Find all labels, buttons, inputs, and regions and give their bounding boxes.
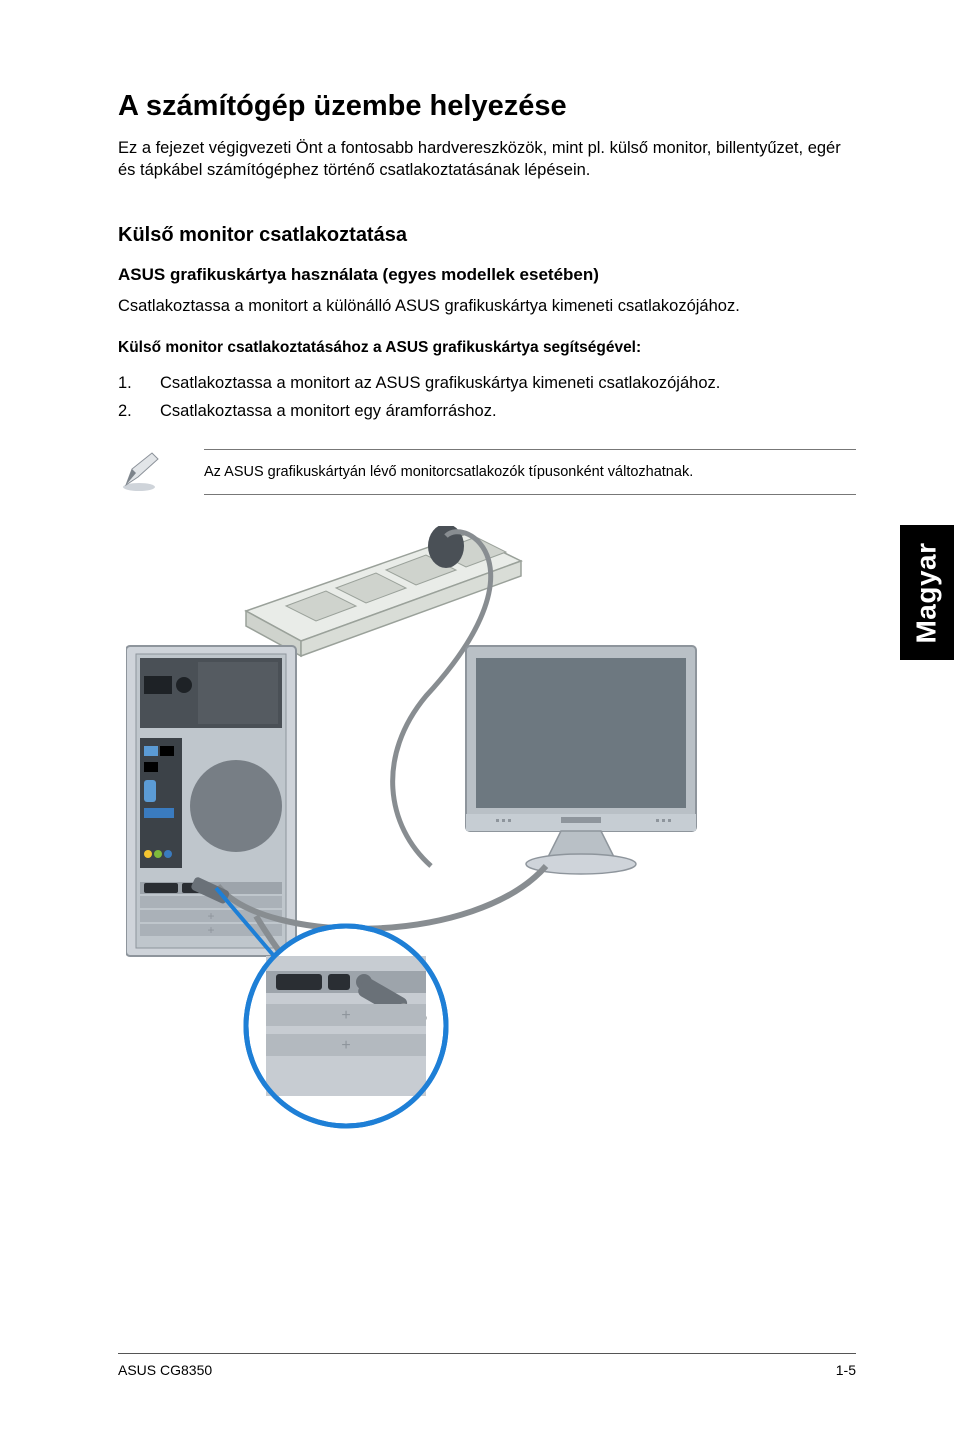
step-text: Csatlakoztassa a monitort az ASUS grafik…: [160, 369, 720, 397]
footer-model: ASUS CG8350: [118, 1362, 212, 1378]
page-heading: A számítógép üzembe helyezése: [118, 90, 856, 123]
section-heading: Külső monitor csatlakoztatása: [118, 224, 856, 247]
svg-text:+: +: [341, 1037, 350, 1054]
body-paragraph: Csatlakoztassa a monitort a különálló AS…: [118, 295, 856, 317]
note-block: Az ASUS grafikuskártyán lévő monitorcsat…: [118, 447, 856, 498]
language-tab-label: Magyar: [911, 542, 943, 643]
step-number: 2.: [118, 397, 160, 425]
step-number: 1.: [118, 369, 160, 397]
step-list: 1. Csatlakoztassa a monitort az ASUS gra…: [118, 369, 856, 425]
page-footer: ASUS CG8350 1-5: [118, 1353, 856, 1378]
step-text: Csatlakoztassa a monitort egy áramforrás…: [160, 397, 497, 425]
pencil-note-icon: [118, 447, 204, 498]
svg-text:+: +: [207, 923, 214, 937]
svg-text:+: +: [341, 1007, 350, 1024]
note-text: Az ASUS grafikuskártyán lévő monitorcsat…: [204, 449, 856, 495]
step-item: 1. Csatlakoztassa a monitort az ASUS gra…: [118, 369, 856, 397]
step-item: 2. Csatlakoztassa a monitort egy áramfor…: [118, 397, 856, 425]
svg-text:+: +: [207, 909, 214, 923]
subsection-heading: ASUS grafikuskártya használata (egyes mo…: [118, 265, 856, 285]
intro-paragraph: Ez a fejezet végigvezeti Önt a fontosabb…: [118, 137, 856, 182]
language-tab: Magyar: [900, 525, 954, 660]
procedure-heading: Külső monitor csatlakoztatásához a ASUS …: [118, 339, 856, 357]
footer-page-number: 1-5: [836, 1362, 856, 1378]
connection-diagram: + +: [126, 526, 726, 1136]
